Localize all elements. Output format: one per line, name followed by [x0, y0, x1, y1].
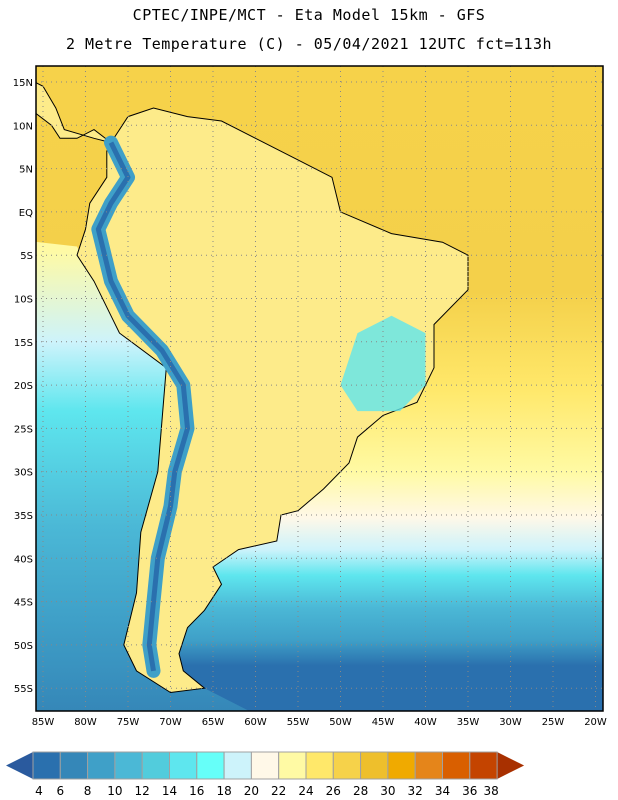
longitude-label: 50W — [329, 717, 352, 728]
latitude-label: 45S — [14, 598, 33, 609]
colorbar-label: 22 — [271, 784, 286, 798]
latitude-label: 25S — [14, 424, 33, 435]
longitude-label: 65W — [202, 717, 225, 728]
colorbar-swatch — [141, 751, 170, 780]
south-america-land — [76, 107, 469, 694]
colorbar-label: 34 — [435, 784, 450, 798]
latitude-label: 30S — [14, 468, 33, 479]
colorbar-swatch — [469, 751, 498, 780]
colorbar-label: 14 — [162, 784, 177, 798]
colorbar-label: 36 — [462, 784, 477, 798]
colorbar-swatch — [250, 751, 280, 780]
colorbar-above-arrow — [497, 752, 525, 779]
colorbar-label: 8 — [84, 784, 92, 798]
colorbar-label: 6 — [56, 784, 64, 798]
colorbar-label: 4 — [35, 784, 43, 798]
pacific-cold-field — [36, 241, 250, 711]
longitude-label: 25W — [542, 717, 565, 728]
colorbar-swatch — [196, 751, 225, 780]
latitude-label: 55S — [14, 684, 33, 695]
colorbar-label: 12 — [135, 784, 150, 798]
longitude-label: 45W — [372, 717, 395, 728]
colorbar-label: 18 — [216, 784, 231, 798]
colorbar-label: 16 — [189, 784, 204, 798]
colorbar-swatch — [332, 751, 362, 780]
colorbar-label: 10 — [107, 784, 122, 798]
colorbar-swatch — [114, 751, 143, 780]
longitude-label: 20W — [584, 717, 607, 728]
title-source: CPTEC/INPE/MCT - Eta Model 15km - GFS — [132, 6, 486, 24]
longitude-label: 40W — [414, 717, 437, 728]
colorbar-swatch — [169, 751, 198, 780]
colorbar-label: 32 — [408, 784, 423, 798]
title-field: 2 Metre Temperature (C) - 05/04/2021 12U… — [65, 35, 553, 53]
latitude-label: 5S — [20, 251, 33, 262]
colorbar-label: 24 — [298, 784, 313, 798]
colorbar-label: 38 — [483, 784, 498, 798]
colorbar-label: 28 — [353, 784, 368, 798]
latitude-label: 20S — [14, 381, 33, 392]
latitude-label: 15S — [14, 338, 33, 349]
longitude-label: 35W — [457, 717, 480, 728]
central-america-land — [36, 82, 112, 144]
colorbar-swatch — [360, 751, 389, 780]
colorbar-swatch — [414, 751, 444, 780]
latitude-label: 40S — [14, 554, 33, 565]
colorbar-swatch — [442, 751, 471, 780]
colorbar-swatch — [305, 751, 334, 780]
latitude-label: 10N — [13, 121, 33, 132]
colorbar-swatch — [223, 751, 252, 780]
colorbar: 4 6 8 10 12 14 16 18 20 22 24 26 28 30 32 34 36 38 — [6, 751, 525, 798]
longitude-label: 55W — [287, 717, 310, 728]
longitude-label: 60W — [244, 717, 267, 728]
colorbar-below-arrow — [6, 752, 33, 779]
colorbar-label: 20 — [244, 784, 259, 798]
map-frame — [35, 65, 604, 712]
longitude-label: 80W — [74, 717, 97, 728]
latitude-label: 35S — [14, 511, 33, 522]
colorbar-label: 26 — [326, 784, 341, 798]
southeast-brazil-cool-area — [340, 315, 426, 412]
colorbar-swatch — [59, 751, 89, 780]
longitude-label: 85W — [32, 717, 55, 728]
latitude-label: 15N — [13, 78, 33, 89]
latitude-label: 5N — [19, 165, 33, 176]
longitude-label: 70W — [159, 717, 182, 728]
colorbar-swatch — [387, 751, 416, 780]
longitude-label: 30W — [499, 717, 522, 728]
colorbar-swatch — [32, 751, 61, 780]
colorbar-swatch — [87, 751, 116, 780]
colorbar-label: 30 — [380, 784, 395, 798]
latitude-label: EQ — [19, 208, 33, 219]
latitude-label: 50S — [14, 641, 33, 652]
latitude-label: 10S — [14, 295, 33, 306]
longitude-label: 75W — [117, 717, 140, 728]
colorbar-swatch — [278, 751, 307, 780]
